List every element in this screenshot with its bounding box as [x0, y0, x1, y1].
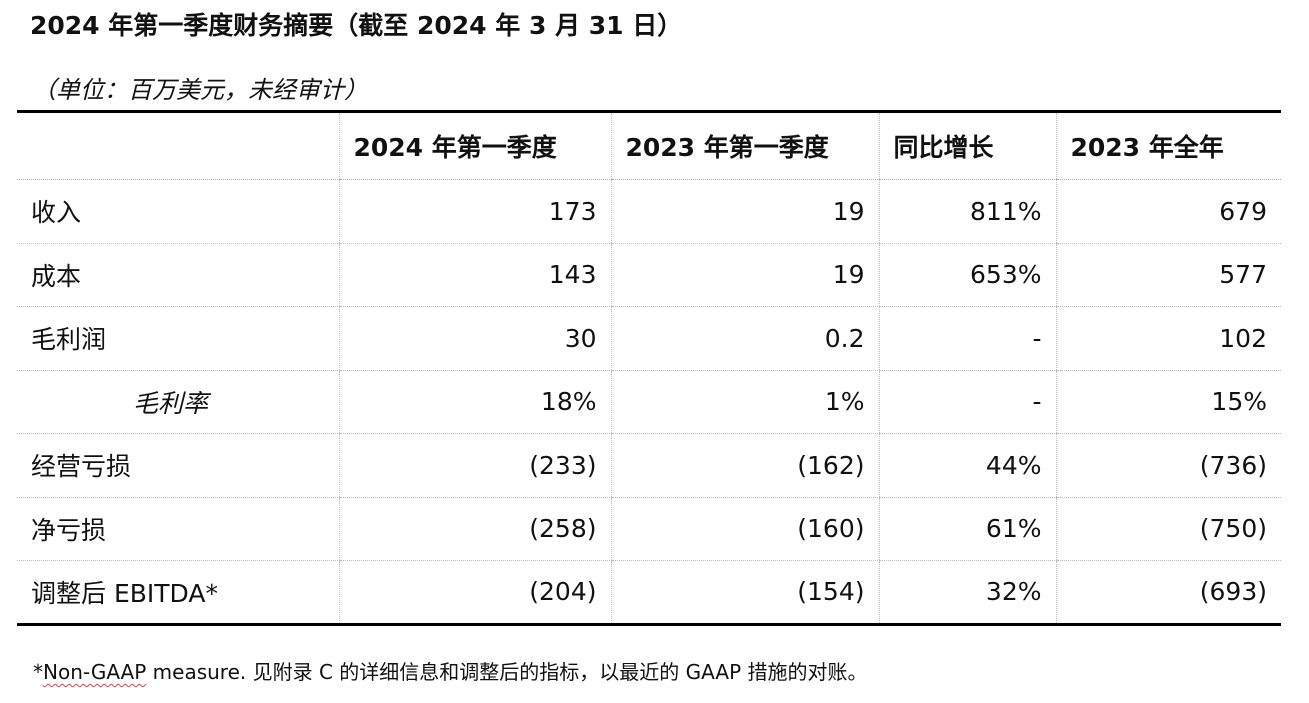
footnote-text: measure. 见附录 C 的详细信息和调整后的指标，以最近的 GAAP 措施… [146, 660, 868, 684]
document-title: 2024 年第一季度财务摘要（截至 2024 年 3 月 31 日） [30, 11, 683, 40]
table-row-revenue: 收入 173 19 811% 679 [17, 179, 1281, 244]
cell-q1-2023: (154) [610, 560, 879, 624]
table-header-row: 2024 年第一季度 2023 年第一季度 同比增长 2023 年全年 [17, 111, 1281, 180]
row-label: 毛利率 [17, 370, 339, 434]
row-label: 净亏损 [17, 497, 339, 561]
column-header-fy-2023: 2023 年全年 [1055, 111, 1281, 180]
cell-q1-2023: 1% [610, 370, 879, 434]
cell-q1-2024: 30 [338, 306, 611, 371]
column-header-q1-2023: 2023 年第一季度 [610, 111, 879, 180]
table-row-net-loss: 净亏损 (258) (160) 61% (750) [17, 497, 1281, 561]
column-header-yoy-growth: 同比增长 [878, 111, 1056, 180]
footnote-asterisk: * [33, 660, 43, 684]
cell-q1-2023: (162) [610, 433, 879, 498]
cell-yoy: 653% [878, 243, 1056, 307]
row-label: 调整后 EBITDA* [31, 578, 218, 608]
table-row-gross-margin: 毛利率 18% 1% - 15% [17, 370, 1281, 434]
cell-yoy: - [878, 306, 1056, 371]
cell-fy-2023: 15% [1055, 370, 1281, 434]
cell-q1-2024: 18% [338, 370, 611, 434]
cell-yoy: 61% [878, 497, 1056, 561]
cell-q1-2024: 173 [338, 179, 611, 244]
financial-summary-table: 2024 年第一季度 2023 年第一季度 同比增长 2023 年全年 收入 1… [17, 110, 1281, 626]
column-header-q1-2024: 2024 年第一季度 [338, 111, 611, 180]
cell-q1-2024: (204) [338, 560, 611, 624]
row-label: 收入 [17, 179, 339, 244]
table-row-adjusted-ebitda: 调整后 EBITDA* (204) (154) 32% (693) [17, 560, 1281, 624]
cell-yoy: 32% [878, 560, 1056, 624]
cell-yoy: 811% [878, 179, 1056, 244]
column-header-label [17, 111, 339, 180]
row-label: 成本 [17, 243, 339, 307]
cell-q1-2023: 19 [610, 243, 879, 307]
cell-fy-2023: (693) [1055, 560, 1281, 624]
cell-q1-2024: (258) [338, 497, 611, 561]
row-label: 经营亏损 [17, 433, 339, 498]
footnote: *Non-GAAP measure. 见附录 C 的详细信息和调整后的指标，以最… [33, 656, 867, 685]
cell-yoy: - [878, 370, 1056, 434]
footnote-non-gaap-term: Non-GAAP [43, 660, 147, 684]
cell-fy-2023: 102 [1055, 306, 1281, 371]
cell-fy-2023: 577 [1055, 243, 1281, 307]
row-label: 毛利润 [17, 306, 339, 371]
cell-q1-2023: (160) [610, 497, 879, 561]
unit-note: （单位：百万美元，未经审计） [32, 76, 368, 104]
cell-q1-2023: 19 [610, 179, 879, 244]
cell-fy-2023: 679 [1055, 179, 1281, 244]
table-row-operating-loss: 经营亏损 (233) (162) 44% (736) [17, 433, 1281, 498]
cell-q1-2024: 143 [338, 243, 611, 307]
cell-fy-2023: (736) [1055, 433, 1281, 498]
cell-fy-2023: (750) [1055, 497, 1281, 561]
cell-yoy: 44% [878, 433, 1056, 498]
cell-q1-2023: 0.2 [610, 306, 879, 371]
table-row-gross-profit: 毛利润 30 0.2 - 102 [17, 306, 1281, 371]
table-row-cost: 成本 143 19 653% 577 [17, 243, 1281, 307]
cell-q1-2024: (233) [338, 433, 611, 498]
